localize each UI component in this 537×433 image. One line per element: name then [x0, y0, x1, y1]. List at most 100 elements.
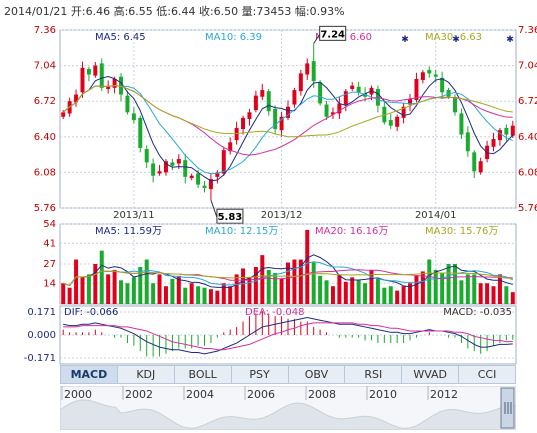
volume-bar — [478, 283, 483, 304]
candle-body — [266, 91, 271, 112]
volume-bar — [330, 286, 335, 304]
volume-legend-0: MA5: 11.59万 — [95, 226, 162, 237]
candle-body — [221, 150, 226, 174]
volume-bar — [112, 269, 117, 304]
tab-cci[interactable]: CCI — [477, 368, 497, 381]
volume-bar — [208, 289, 213, 304]
indicator-tabs: MACD KDJ BOLL PSY OBV RSI WVAD CCI — [60, 365, 516, 384]
volume-bar — [510, 292, 515, 304]
volume-bar — [80, 277, 85, 304]
volume-bar — [176, 275, 181, 304]
candle-body — [497, 130, 502, 141]
candle-body — [93, 65, 98, 76]
candle-body — [144, 149, 149, 163]
volume-bar — [382, 287, 387, 304]
volume-bar — [99, 250, 104, 304]
marker-icon: ✱ — [506, 35, 514, 45]
tab-psy[interactable]: PSY — [232, 366, 289, 383]
marker-icon: ✱ — [452, 35, 460, 45]
timeline-year-label: 2002 — [125, 388, 153, 401]
tab-kdj[interactable]: KDJ — [118, 366, 175, 383]
candle-body — [61, 112, 66, 117]
volume-bar — [375, 278, 380, 304]
volume-bar — [427, 259, 432, 304]
candle-body — [433, 74, 438, 77]
volume-bar — [215, 290, 220, 304]
volume-bar — [433, 269, 438, 304]
volume-bar — [497, 274, 502, 304]
price-tick-left: 7.36 — [34, 25, 56, 36]
candle-body — [273, 108, 278, 130]
volume-bar — [74, 259, 79, 304]
timeline-navigator[interactable]: 2000 2002 2004 2006 2008 2010 2012 — [60, 386, 516, 430]
price-tick-left: 6.40 — [34, 132, 56, 143]
volume-bar — [414, 275, 419, 304]
volume-bar — [151, 283, 156, 304]
macd-legend-macd: MACD: -0.035 — [443, 307, 512, 318]
volume-ma5-line — [63, 254, 513, 288]
volume-bar — [472, 274, 477, 304]
candle-body — [472, 152, 477, 172]
volume-bar — [119, 280, 124, 304]
volume-bar — [234, 274, 239, 304]
candle-body — [452, 97, 457, 113]
candle-body — [253, 95, 258, 111]
timeline-year-label: 2004 — [186, 388, 214, 401]
volume-tick: 14 — [43, 278, 56, 289]
marker-icon: ✱ — [401, 35, 409, 45]
candle-body — [318, 82, 323, 104]
volume-tick: 54 — [43, 219, 56, 230]
candle-body — [330, 112, 335, 115]
volume-bar — [241, 268, 246, 304]
volume-bar — [305, 229, 310, 304]
timeline-area — [60, 399, 516, 430]
candle-body — [125, 95, 130, 113]
tab-rsi[interactable]: RSI — [345, 366, 403, 383]
timeline-year-label: 2008 — [308, 388, 336, 401]
candle-body — [138, 117, 143, 148]
volume-bar — [485, 283, 490, 304]
price-tick-right: 5.76 — [518, 203, 537, 214]
macd-legend-dea: DEA: -0.048 — [245, 307, 304, 318]
macd-legend-dif: DIF: -0.066 — [64, 307, 118, 318]
volume-tick: 41 — [43, 238, 56, 249]
quote-summary: 2014/01/21 开:6.46 高:6.55 低:6.44 收:6.50 量… — [4, 5, 345, 18]
price-tick-left: 6.72 — [34, 96, 56, 107]
volume-bar — [144, 259, 149, 304]
tab-boll[interactable]: BOLL — [175, 366, 232, 383]
volume-bar — [93, 264, 98, 304]
price-legend-1: MA10: 6.39 — [205, 32, 262, 43]
volume-bar — [170, 278, 175, 304]
candle-body — [305, 63, 310, 75]
volume-bar — [292, 259, 297, 304]
tab-obv[interactable]: OBV — [289, 366, 346, 383]
candle-body — [119, 76, 124, 95]
volume-bar — [286, 262, 290, 304]
annotation-box — [319, 25, 347, 41]
candle-body — [176, 159, 181, 164]
price-tick-left: 6.08 — [34, 167, 56, 178]
volume-bar — [356, 280, 361, 304]
volume-bar — [260, 255, 265, 304]
price-tick-right: 6.40 — [518, 132, 537, 143]
candle-body — [356, 86, 361, 93]
volume-bar — [247, 277, 252, 304]
price-tick-left: 5.76 — [34, 203, 56, 214]
volume-ma30-line — [63, 270, 513, 287]
volume-bar — [253, 266, 258, 304]
volume-bar — [369, 269, 374, 304]
candle-body — [196, 173, 201, 185]
candle-body — [112, 78, 117, 88]
volume-bar — [311, 262, 316, 304]
candle-body — [401, 106, 406, 118]
tab-wvad[interactable]: WVAD — [402, 366, 460, 383]
volume-bar — [189, 283, 194, 304]
candle-body — [337, 103, 342, 114]
volume-bar — [401, 286, 406, 304]
x-tick-label: 2013/12 — [261, 210, 303, 221]
candle-body — [170, 162, 175, 166]
volume-bar — [273, 272, 278, 304]
tab-macd[interactable]: MACD — [61, 366, 118, 383]
volume-legend-2: MA20: 16.16万 — [315, 226, 388, 237]
volume-legend-1: MA10: 12.15万 — [205, 226, 278, 237]
